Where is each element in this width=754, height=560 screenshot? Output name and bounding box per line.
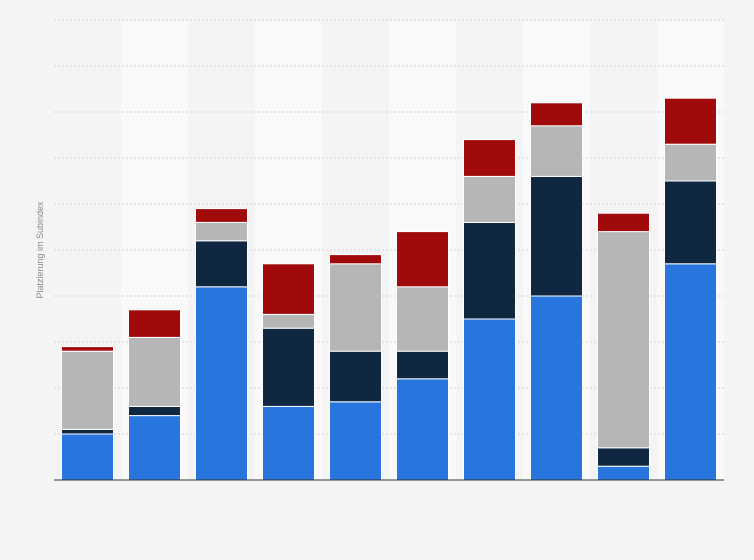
bar-segment-1 — [396, 378, 449, 481]
bar-segment-4 — [61, 346, 114, 352]
bar-segment-1 — [329, 401, 382, 481]
y-axis-label: Platzierung im Subindex — [35, 201, 45, 299]
bar-segment-4 — [195, 208, 248, 223]
bar-segment-4 — [128, 309, 181, 338]
bar-segment-2 — [262, 327, 315, 407]
bar-segment-2 — [463, 221, 516, 320]
bar-segment-2 — [61, 428, 114, 435]
bar-segment-1 — [128, 415, 181, 481]
bar-segment-2 — [530, 175, 583, 297]
bar-segment-4 — [530, 102, 583, 127]
bar-segment-3 — [195, 221, 248, 242]
bar-segment-3 — [463, 175, 516, 223]
bar-segment-4 — [329, 254, 382, 265]
bar-segment-2 — [329, 350, 382, 403]
bar-segment-3 — [128, 336, 181, 407]
bar-segment-1 — [463, 318, 516, 481]
bar-segment-3 — [329, 263, 382, 352]
bar-segment-3 — [597, 231, 650, 449]
bar-segment-1 — [664, 263, 717, 481]
bar-segment-1 — [262, 405, 315, 481]
bar-segment-2 — [597, 447, 650, 467]
bar-segment-3 — [262, 313, 315, 329]
bar-segment-4 — [664, 97, 717, 145]
bar-segment-3 — [396, 286, 449, 352]
bar-segment-2 — [128, 405, 181, 417]
bar-segment-2 — [195, 240, 248, 288]
bar-segment-3 — [61, 350, 114, 430]
bar-segment-2 — [396, 350, 449, 380]
bar-segment-4 — [597, 212, 650, 233]
bar-segment-4 — [262, 263, 315, 315]
bar-segment-1 — [61, 433, 114, 481]
bars — [61, 97, 717, 481]
bar-segment-1 — [597, 465, 650, 481]
bar-segment-2 — [664, 180, 717, 265]
bar-segment-4 — [463, 139, 516, 177]
bar-segment-3 — [664, 143, 717, 182]
bar-segment-1 — [195, 286, 248, 481]
bar-segment-3 — [530, 125, 583, 177]
bar-segment-4 — [396, 231, 449, 288]
bar-segment-1 — [530, 295, 583, 481]
